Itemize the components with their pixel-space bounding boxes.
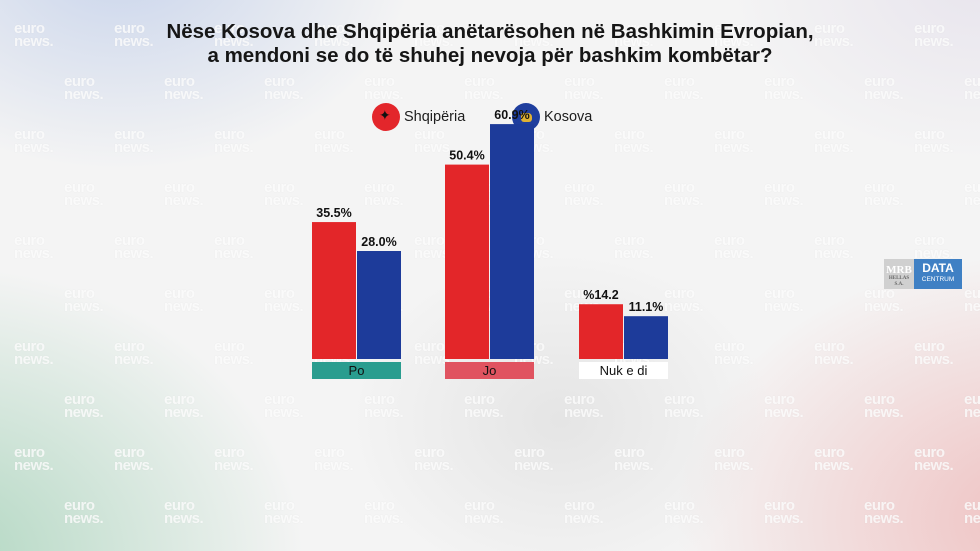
bar-value-label: %14.2 — [583, 288, 618, 302]
title-line-1: Nëse Kosova dhe Shqipëria anëtarësohen n… — [166, 20, 814, 43]
category-box-po — [312, 362, 401, 379]
bar-shqipëria-jo — [445, 164, 489, 359]
legend-label-kosova: Kosova — [544, 109, 593, 125]
bar-kosova-jo — [490, 124, 534, 359]
albania-flag-icon — [372, 103, 400, 131]
mrb-logo-text: MRB — [886, 264, 912, 276]
bar-shqipëria-po — [312, 222, 356, 359]
bar-kosova-po — [357, 251, 401, 359]
legend-label-shqiperia: Shqipëria — [404, 109, 466, 125]
data-logo-text: DATA — [922, 261, 954, 275]
legend-item-kosova: Kosova — [512, 102, 592, 132]
mrb-logo-subtext: HELLAS S.A. — [888, 276, 910, 287]
category-label: Po — [349, 363, 365, 378]
bar-value-label: 35.5% — [316, 206, 351, 220]
legend-item-shqiperia: Shqipëria — [372, 102, 465, 132]
centrum-logo-text: CENTRUM — [921, 276, 955, 283]
bar-shqipëria-nuk-e-di — [579, 304, 623, 359]
bar-value-label: 11.1% — [629, 300, 664, 314]
category-box-nuk-e-di — [579, 362, 668, 379]
mrb-datacentrum-logo: MRB HELLAS S.A. DATA CENTRUM — [884, 259, 962, 289]
mrb-logo: MRB HELLAS S.A. — [884, 259, 914, 289]
bar-value-label: 50.4% — [449, 149, 484, 163]
title-line-2: a mendoni se do të shuhej nevoja për bas… — [207, 44, 773, 67]
bar-value-label: 28.0% — [361, 235, 396, 249]
datacentrum-logo: DATA CENTRUM — [914, 259, 962, 289]
category-label: Jo — [483, 363, 497, 378]
bar-value-label: 60.9% — [494, 108, 529, 122]
chart-title: Nëse Kosova dhe Shqipëria anëtarësohen n… — [0, 20, 980, 68]
category-box-jo — [445, 362, 534, 379]
bar-kosova-nuk-e-di — [624, 316, 668, 359]
category-label: Nuk e di — [600, 363, 648, 378]
